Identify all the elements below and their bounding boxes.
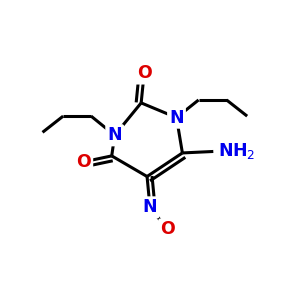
Text: N: N [107,126,122,144]
Text: O: O [160,220,175,238]
Text: N: N [143,198,157,216]
Text: O: O [76,153,91,171]
Text: NH$_2$: NH$_2$ [218,142,255,161]
Text: N: N [169,109,184,127]
Text: O: O [137,64,152,82]
